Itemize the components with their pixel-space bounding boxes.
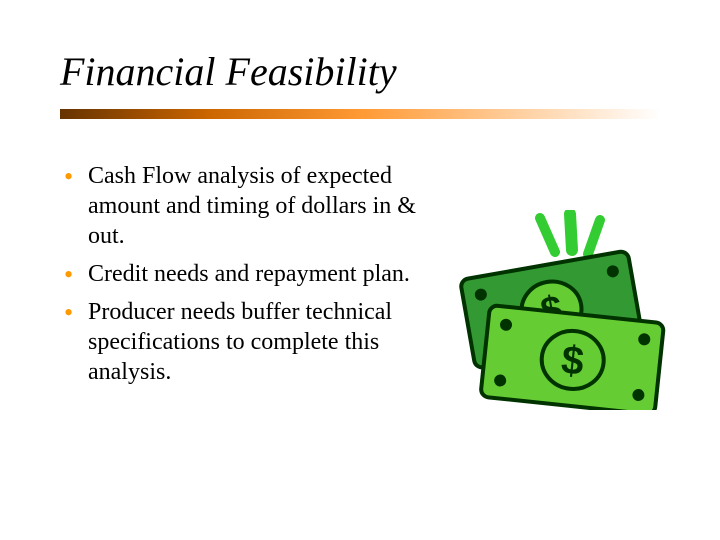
list-item: Producer needs buffer technical specific… bbox=[60, 297, 420, 387]
accent-strokes bbox=[540, 214, 600, 254]
bill-front: $ bbox=[480, 305, 664, 410]
bullet-list: Cash Flow analysis of expected amount an… bbox=[60, 161, 420, 395]
dollar-sign-icon: $ bbox=[559, 338, 586, 384]
list-item: Cash Flow analysis of expected amount an… bbox=[60, 161, 420, 251]
slide: Financial Feasibility Cash Flow analysis… bbox=[0, 0, 720, 540]
page-title: Financial Feasibility bbox=[60, 48, 660, 95]
divider-bar bbox=[60, 109, 660, 119]
list-item: Credit needs and repayment plan. bbox=[60, 259, 420, 289]
title-divider bbox=[60, 109, 660, 119]
money-clipart: $ $ bbox=[420, 210, 680, 410]
